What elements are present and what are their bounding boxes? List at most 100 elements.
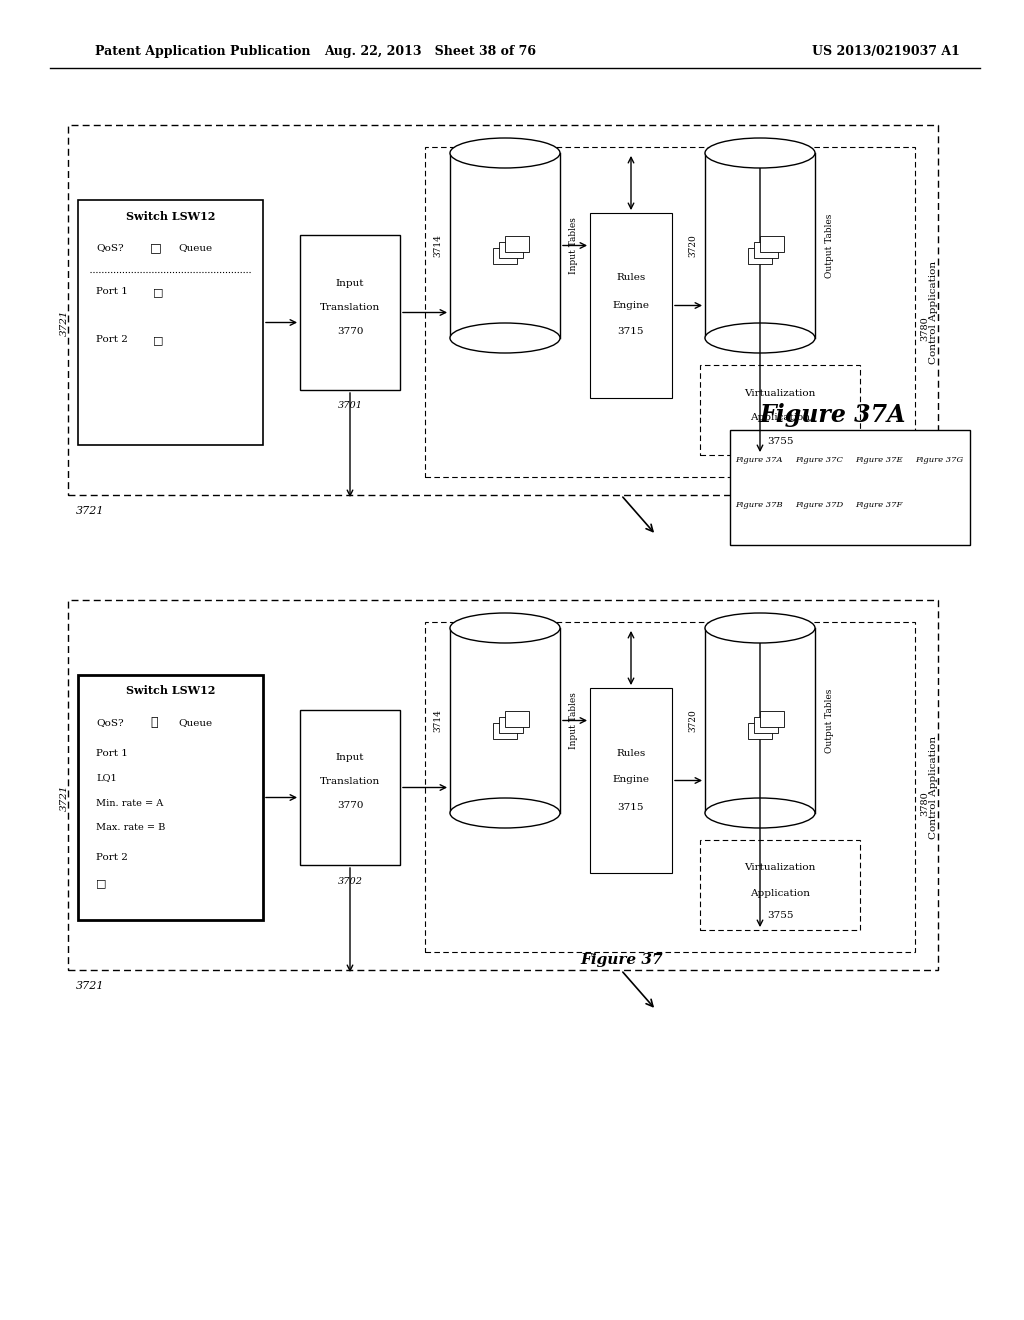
Text: Output Tables: Output Tables <box>824 214 834 277</box>
Text: 3720: 3720 <box>688 234 697 257</box>
Text: Figure 37E: Figure 37E <box>855 455 902 465</box>
Text: Port 2: Port 2 <box>96 335 128 345</box>
Text: Input: Input <box>336 279 365 288</box>
Text: 3721: 3721 <box>59 784 69 810</box>
Text: Engine: Engine <box>612 776 649 784</box>
Text: 3721: 3721 <box>76 981 104 991</box>
Bar <box>748 248 772 264</box>
Bar <box>78 675 263 920</box>
Bar <box>425 147 915 477</box>
Bar <box>499 242 523 257</box>
Text: 3714: 3714 <box>433 234 442 257</box>
Text: Engine: Engine <box>612 301 649 309</box>
Bar <box>78 201 263 445</box>
Text: □: □ <box>153 286 164 297</box>
Text: 3715: 3715 <box>617 327 644 337</box>
Ellipse shape <box>705 799 815 828</box>
Text: 3770: 3770 <box>337 326 364 335</box>
Text: Min. rate = A: Min. rate = A <box>96 799 163 808</box>
Text: Switch LSW12: Switch LSW12 <box>126 685 215 697</box>
Text: Aug. 22, 2013   Sheet 38 of 76: Aug. 22, 2013 Sheet 38 of 76 <box>324 45 536 58</box>
Bar <box>760 235 784 252</box>
Ellipse shape <box>705 612 815 643</box>
Text: Rules: Rules <box>616 748 645 758</box>
Text: 3755: 3755 <box>767 437 794 446</box>
Bar <box>450 153 560 338</box>
Text: QoS?: QoS? <box>96 243 124 252</box>
Bar <box>700 366 860 455</box>
Bar <box>754 242 778 257</box>
Text: Figure 37F: Figure 37F <box>855 502 902 510</box>
Bar <box>590 213 672 399</box>
Bar <box>730 430 970 545</box>
Text: Input Tables: Input Tables <box>569 692 579 748</box>
Bar <box>493 722 517 738</box>
Bar <box>68 125 938 495</box>
Text: Figure 37D: Figure 37D <box>795 502 843 510</box>
Bar <box>450 628 560 813</box>
Ellipse shape <box>450 612 560 643</box>
Text: □: □ <box>96 878 106 888</box>
Text: 3714: 3714 <box>433 709 442 731</box>
Bar <box>754 717 778 733</box>
Text: Figure 37: Figure 37 <box>580 953 663 968</box>
Ellipse shape <box>450 139 560 168</box>
Text: Port 1: Port 1 <box>96 288 128 297</box>
Text: 3721: 3721 <box>59 309 69 335</box>
Text: Output Tables: Output Tables <box>824 688 834 752</box>
Text: Application: Application <box>750 888 810 898</box>
Text: 3780: 3780 <box>920 791 929 816</box>
Text: Control Application: Control Application <box>929 260 938 363</box>
Text: QoS?: QoS? <box>96 718 124 727</box>
Text: Control Application: Control Application <box>929 735 938 838</box>
Text: Virtualization: Virtualization <box>744 388 816 397</box>
Text: 3780: 3780 <box>920 315 929 341</box>
Text: Max. rate = B: Max. rate = B <box>96 824 165 833</box>
Text: LQ1: LQ1 <box>96 774 117 783</box>
Text: Patent Application Publication: Patent Application Publication <box>95 45 310 58</box>
Bar <box>760 710 784 726</box>
Text: Queue: Queue <box>178 718 212 727</box>
Text: Figure 37C: Figure 37C <box>795 455 843 465</box>
Text: 3721: 3721 <box>76 506 104 516</box>
Text: Input: Input <box>336 754 365 763</box>
Text: Application: Application <box>750 413 810 422</box>
Text: Translation: Translation <box>319 302 380 312</box>
Text: Rules: Rules <box>616 273 645 282</box>
Text: Switch LSW12: Switch LSW12 <box>126 210 215 222</box>
Text: 3702: 3702 <box>338 876 362 886</box>
Text: □: □ <box>153 335 164 345</box>
Bar <box>505 235 529 252</box>
Bar <box>505 710 529 726</box>
Bar <box>300 235 400 389</box>
Text: 3755: 3755 <box>767 912 794 920</box>
Ellipse shape <box>450 323 560 352</box>
Text: Port 1: Port 1 <box>96 748 128 758</box>
Text: Figure 37B: Figure 37B <box>735 502 782 510</box>
Text: Translation: Translation <box>319 777 380 787</box>
Text: Input Tables: Input Tables <box>569 216 579 275</box>
Text: Figure 37A: Figure 37A <box>735 455 782 465</box>
Bar <box>705 628 815 813</box>
Bar <box>493 248 517 264</box>
Text: US 2013/0219037 A1: US 2013/0219037 A1 <box>812 45 961 58</box>
Text: Queue: Queue <box>178 243 212 252</box>
Bar <box>499 717 523 733</box>
Text: Figure 37G: Figure 37G <box>915 455 964 465</box>
Text: Port 2: Port 2 <box>96 854 128 862</box>
Ellipse shape <box>705 139 815 168</box>
Text: ☒: ☒ <box>150 717 158 730</box>
Bar <box>425 622 915 952</box>
Text: Figure 37A: Figure 37A <box>760 403 906 426</box>
Text: 3770: 3770 <box>337 801 364 810</box>
Ellipse shape <box>450 799 560 828</box>
Text: 3715: 3715 <box>617 803 644 812</box>
Text: □: □ <box>150 242 162 255</box>
Text: 3720: 3720 <box>688 709 697 731</box>
Bar <box>68 601 938 970</box>
Bar <box>300 710 400 865</box>
Bar <box>700 840 860 931</box>
Bar <box>748 722 772 738</box>
Ellipse shape <box>705 323 815 352</box>
Bar <box>705 153 815 338</box>
